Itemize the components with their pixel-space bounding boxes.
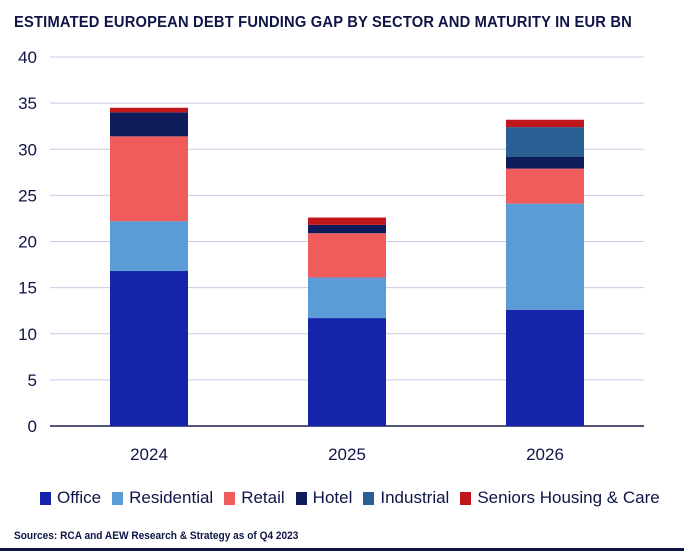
bar-segment-seniors-housing-care-2025: [308, 217, 386, 225]
y-tick-label: 35: [18, 94, 37, 113]
legend-label: Office: [57, 488, 102, 507]
legend-label: Seniors Housing & Care: [477, 488, 660, 507]
bar-segment-seniors-housing-care-2024: [110, 107, 188, 113]
legend-item: Retail: [224, 488, 285, 508]
legend-item: Hotel: [295, 488, 353, 508]
y-tick-label: 30: [18, 140, 37, 159]
x-tick-label: 2026: [526, 445, 564, 464]
legend-swatch: [460, 491, 472, 505]
source-note: Sources: RCA and AEW Research & Strategy…: [14, 530, 299, 542]
bar-segment-residential-2026: [506, 203, 584, 310]
bar-segment-office-2024: [110, 271, 188, 426]
legend-swatch: [224, 491, 236, 505]
legend-item: Residential: [112, 488, 213, 508]
bar-segment-retail-2024: [110, 136, 188, 222]
legend-item: Industrial: [363, 488, 449, 508]
x-tick-label: 2024: [130, 445, 168, 464]
y-tick-label: 20: [18, 233, 37, 252]
bar-segment-residential-2025: [308, 277, 386, 319]
x-tick-label: 2025: [328, 445, 366, 464]
bottom-rule: [0, 548, 684, 551]
legend-swatch: [363, 491, 375, 505]
bar-segment-hotel-2025: [308, 224, 386, 234]
legend-label: Residential: [129, 488, 214, 507]
bar-segment-office-2025: [308, 318, 386, 426]
chart-title: ESTIMATED EUROPEAN DEBT FUNDING GAP BY S…: [14, 14, 632, 31]
bar-segment-residential-2024: [110, 221, 188, 272]
bar-segment-retail-2025: [308, 233, 386, 278]
legend-swatch: [112, 491, 124, 505]
legend-item: Seniors Housing & Care: [460, 488, 660, 508]
bar-segment-hotel-2024: [110, 112, 188, 137]
bar-segment-seniors-housing-care-2026: [506, 119, 584, 128]
bar-segment-office-2026: [506, 309, 584, 426]
legend-label: Retail: [241, 488, 285, 507]
legend-label: Industrial: [380, 488, 450, 507]
y-tick-label: 15: [18, 279, 37, 298]
legend-label: Hotel: [312, 488, 353, 507]
y-tick-label: 0: [28, 417, 37, 436]
y-tick-label: 10: [18, 325, 37, 344]
y-tick-label: 40: [18, 48, 37, 67]
legend-item: Office: [40, 488, 101, 508]
legend-swatch: [295, 491, 307, 505]
y-tick-label: 25: [18, 186, 37, 205]
chart-legend: Office Residential Retail Hotel Industrial Se…: [40, 488, 671, 508]
y-tick-label: 5: [28, 371, 37, 390]
bar-segment-hotel-2026: [506, 156, 584, 169]
bar-segment-industrial-2026: [506, 127, 584, 157]
bar-segment-retail-2026: [506, 168, 584, 204]
legend-swatch: [40, 491, 51, 505]
